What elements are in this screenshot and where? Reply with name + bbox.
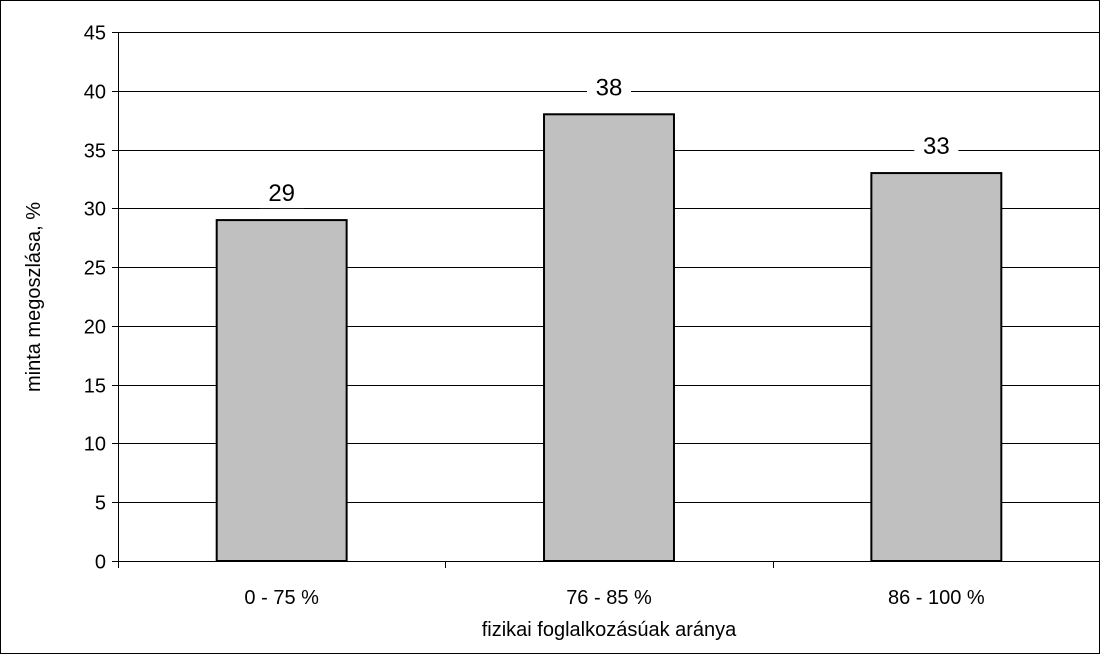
data-label-background <box>259 176 304 209</box>
x-tick-label: 0 - 75 % <box>244 587 319 609</box>
data-label-background <box>914 129 959 162</box>
data-label: 29 <box>268 180 295 207</box>
y-tick-label: 45 <box>84 23 106 45</box>
y-tick-label: 20 <box>84 317 106 339</box>
y-tick-label: 10 <box>84 434 106 456</box>
x-tick-label: 76 - 85 % <box>566 587 652 609</box>
y-tick-label: 5 <box>95 493 106 515</box>
bar <box>215 219 348 562</box>
data-label: 33 <box>923 133 950 160</box>
axes: 0 5 10 15 20 25 30 35 40 45 0 - 75 % 76 - 85 % 86 - … <box>84 23 1100 609</box>
y-tick-label: 35 <box>84 141 106 163</box>
bars <box>215 113 1003 563</box>
y-tick-label: 15 <box>84 376 106 398</box>
data-labels: 29 38 33 <box>259 70 959 209</box>
y-tick-label: 25 <box>84 258 106 280</box>
y-axis-title: minta megoszlása, % <box>23 202 45 392</box>
x-axis-title: fizikai foglalkozásúak aránya <box>482 619 737 641</box>
data-label: 38 <box>596 74 623 101</box>
data-label-background <box>587 70 631 103</box>
x-tick-label: 86 - 100 % <box>888 587 985 609</box>
bar <box>870 172 1003 562</box>
y-tick-label: 0 <box>95 552 106 574</box>
y-tick-label: 40 <box>84 82 106 104</box>
bar <box>543 113 675 563</box>
y-tick-label: 30 <box>84 199 106 221</box>
